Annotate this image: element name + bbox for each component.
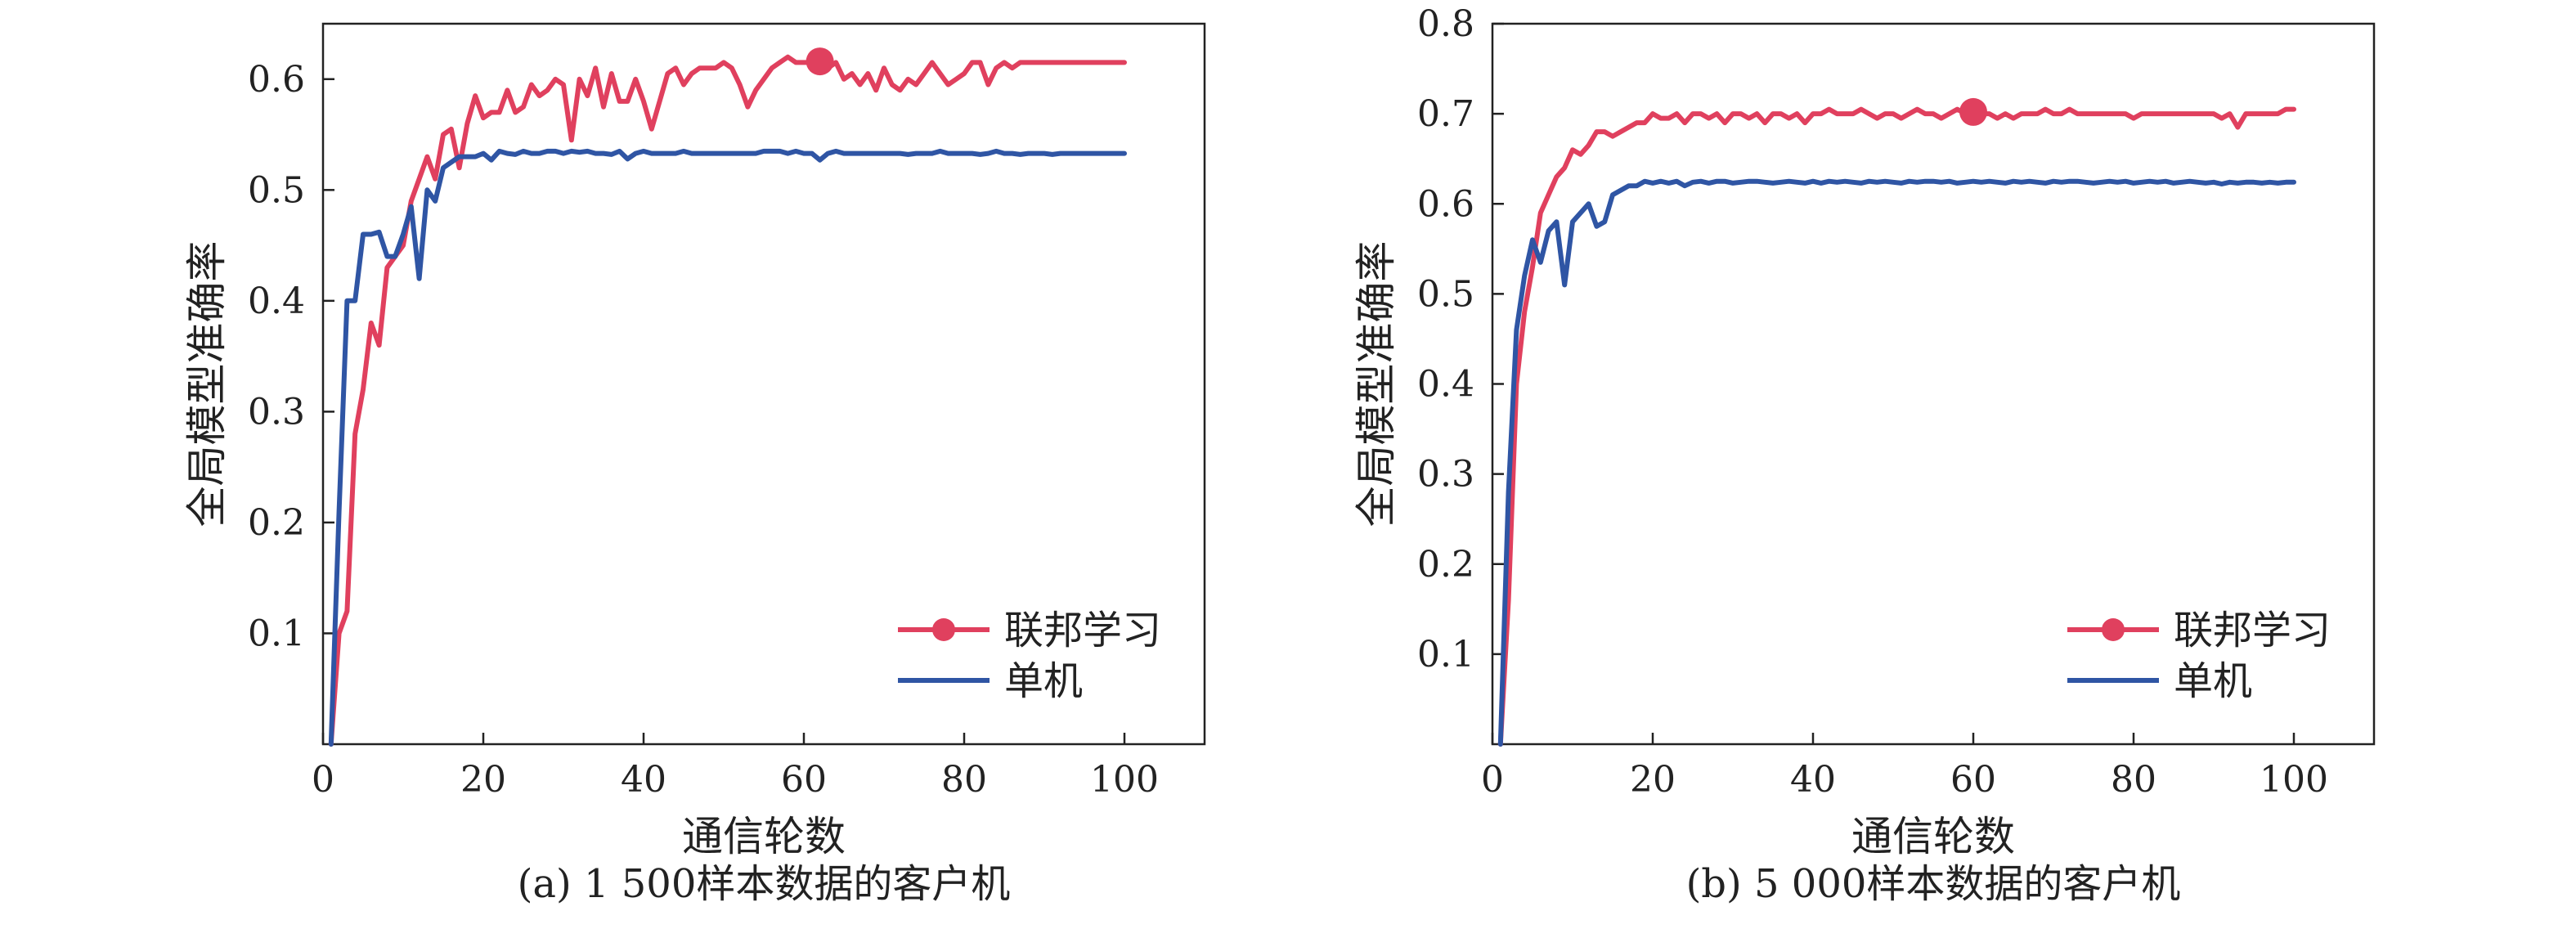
x-tick-label: 40 <box>1790 759 1836 801</box>
chart-panel-b: 0 20 40 60 80 100 0.1 0.2 0.3 0.4 0.5 0.6 0.7 0.8 通信轮数… <box>1353 3 2376 907</box>
y-tick-label: 0.1 <box>1417 634 1474 675</box>
x-tick-label: 60 <box>1950 759 1996 801</box>
legend-label-standalone: 单机 <box>1004 658 1083 704</box>
x-axis-label: 通信轮数 <box>682 813 846 860</box>
x-axis-label: 通信轮数 <box>1851 813 2015 860</box>
y-tick-label: 0.5 <box>1417 273 1474 315</box>
series-marker <box>1959 97 1987 126</box>
legend-label-standalone: 单机 <box>2174 658 2252 704</box>
y-tick-label: 0.7 <box>1417 93 1474 135</box>
y-tick-label: 0.3 <box>248 391 305 433</box>
x-tick-label: 20 <box>1630 759 1676 801</box>
y-tick-label: 0.2 <box>1417 544 1474 586</box>
x-tick-label: 60 <box>781 759 827 801</box>
x-tick-label: 100 <box>2260 759 2328 801</box>
series-line-standalone <box>1497 178 2296 747</box>
x-tick-label: 0 <box>312 759 334 801</box>
y-tick-label: 0.4 <box>1417 364 1474 406</box>
x-tick-label: 80 <box>2111 759 2156 801</box>
y-tick-label: 0.1 <box>248 613 305 654</box>
y-tick-label: 0.2 <box>248 502 305 544</box>
x-tick-label: 40 <box>621 759 666 801</box>
x-tick-label: 20 <box>460 759 506 801</box>
chart-caption: (b) 5 000样本数据的客户机 <box>1686 861 2181 907</box>
series-line-federated <box>1497 106 2296 747</box>
y-axis-label: 全局模型准确率 <box>1353 241 1400 527</box>
chart-caption: (a) 1 500样本数据的客户机 <box>518 861 1011 907</box>
y-tick-label: 0.4 <box>248 280 305 322</box>
series-line-standalone <box>328 148 1127 747</box>
legend-label-federated: 联邦学习 <box>2174 608 2331 653</box>
y-tick-label: 0.8 <box>1417 3 1474 45</box>
y-tick-label: 0.6 <box>248 59 305 101</box>
x-tick-label: 80 <box>941 759 987 801</box>
series-marker <box>806 47 834 76</box>
y-tick-label: 0.3 <box>1417 454 1474 496</box>
legend-label-federated: 联邦学习 <box>1004 608 1161 653</box>
x-tick-label: 0 <box>1481 759 1504 801</box>
legend-marker <box>932 618 955 641</box>
y-tick-label: 0.5 <box>248 169 305 211</box>
series-line-federated <box>328 54 1127 747</box>
plot-frame <box>321 22 1206 746</box>
y-axis-label: 全局模型准确率 <box>183 241 231 527</box>
chart-panel-a: 0 20 40 60 80 100 0.1 0.2 0.3 0.4 0.5 0.6 通信轮数 全局模型准确… <box>183 22 1206 907</box>
y-tick-label: 0.6 <box>1417 183 1474 225</box>
legend-marker <box>2102 618 2125 641</box>
x-tick-label: 100 <box>1090 759 1159 801</box>
